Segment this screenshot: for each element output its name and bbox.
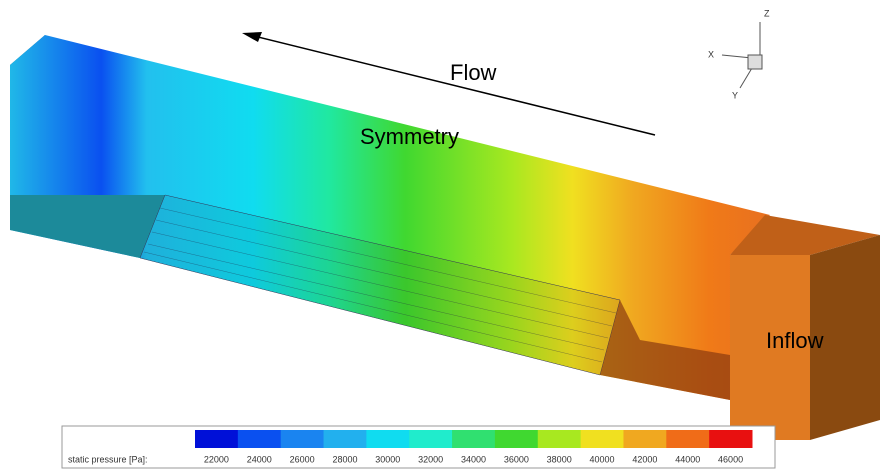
colorbar-tick-label: 24000 bbox=[247, 454, 272, 464]
colorbar-band bbox=[324, 430, 367, 448]
colorbar-band bbox=[709, 430, 752, 448]
colorbar-tick-label: 26000 bbox=[290, 454, 315, 464]
colorbar-band bbox=[281, 430, 324, 448]
flow-label: Flow bbox=[450, 60, 497, 85]
colorbar-label: static pressure [Pa]: bbox=[68, 454, 148, 464]
colorbar-band bbox=[581, 430, 624, 448]
colorbar-band bbox=[452, 430, 495, 448]
colorbar-band bbox=[538, 430, 581, 448]
colorbar-band bbox=[238, 430, 281, 448]
colorbar-band bbox=[366, 430, 409, 448]
colorbar-band bbox=[409, 430, 452, 448]
colorbar-tick-label: 30000 bbox=[375, 454, 400, 464]
colorbar-tick-label: 32000 bbox=[418, 454, 443, 464]
colorbar-band bbox=[666, 430, 709, 448]
axis-z: Z bbox=[764, 8, 770, 18]
colorbar-tick-label: 36000 bbox=[504, 454, 529, 464]
colorbar-band bbox=[495, 430, 538, 448]
ledge bbox=[10, 195, 165, 258]
symmetry-label: Symmetry bbox=[360, 124, 459, 149]
axis-triad bbox=[722, 22, 762, 88]
colorbar-tick-label: 22000 bbox=[204, 454, 229, 464]
colorbar-tick-label: 34000 bbox=[461, 454, 486, 464]
colorbar-tick-label: 40000 bbox=[590, 454, 615, 464]
inflow-label: Inflow bbox=[766, 328, 824, 353]
axis-y: Y bbox=[732, 90, 738, 100]
colorbar-tick-label: 44000 bbox=[675, 454, 700, 464]
axis-x: X bbox=[708, 49, 714, 59]
colorbar-tick-label: 42000 bbox=[632, 454, 657, 464]
colorbar-tick-label: 38000 bbox=[547, 454, 572, 464]
colorbar-band bbox=[195, 430, 238, 448]
colorbar-band bbox=[623, 430, 666, 448]
colorbar-tick-label: 46000 bbox=[718, 454, 743, 464]
figure: Flow Symmetry Inflow Z X Y static pressu… bbox=[0, 0, 882, 471]
colorbar-tick-label: 28000 bbox=[332, 454, 357, 464]
